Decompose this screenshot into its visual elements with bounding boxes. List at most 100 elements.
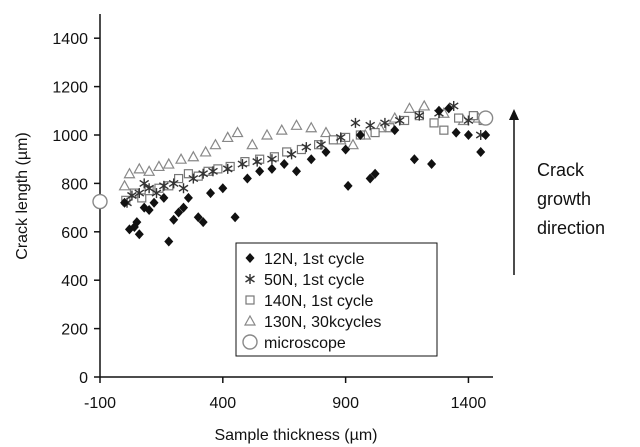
legend-box: [235, 242, 438, 357]
data-point-star: [168, 178, 179, 189]
data-point-star: [335, 132, 346, 143]
y-tick-label: 1000: [52, 128, 88, 145]
data-point-diamond: [434, 105, 444, 116]
x-axis-title: Sample thickness (µm): [214, 427, 377, 444]
data-point-diamond: [149, 197, 159, 208]
data-point-diamond: [120, 197, 130, 208]
data-point-square: [193, 171, 203, 181]
growth-arrow-icon: [509, 109, 519, 120]
data-point-diamond: [193, 212, 203, 223]
x-tick-label: 400: [209, 395, 236, 412]
data-point-triangle: [246, 138, 259, 150]
data-point-star: [267, 154, 277, 165]
data-point-triangle: [319, 126, 332, 138]
data-point-diamond: [355, 130, 365, 140]
data-point-triangle: [290, 119, 303, 130]
legend-marker-diamond: [245, 253, 255, 263]
data-point-circle: [477, 110, 494, 126]
y-ticks: 0 200 400 600 800 1000 1200 1400: [52, 31, 100, 387]
legend-label: 130N, 30kcycles: [264, 314, 381, 331]
data-point-triangle: [305, 121, 318, 133]
data-point-diamond: [306, 154, 316, 165]
data-point-diamond: [267, 163, 277, 174]
data-point-star: [380, 117, 390, 128]
data-point-star: [188, 173, 199, 184]
data-point-triangle: [221, 131, 234, 143]
data-point-triangle: [275, 123, 288, 135]
data-point-diamond: [444, 103, 454, 114]
data-point-star: [127, 190, 137, 201]
data-point-diamond: [279, 159, 289, 170]
legend-marker-star: [245, 274, 255, 284]
legend-label: microscope: [264, 335, 346, 352]
data-point-star: [158, 180, 169, 191]
data-point-diamond: [159, 192, 169, 203]
data-point-diamond: [206, 188, 216, 199]
y-tick-label: 1200: [52, 80, 88, 97]
legend: 12N, 1st cycle 50N, 1st cycle 140N, 1st cy…: [235, 242, 438, 357]
data-point-star: [394, 115, 405, 126]
data-point-star: [252, 156, 263, 167]
data-point-triangle: [133, 162, 146, 174]
legend-label: 12N, 1st cycle: [264, 251, 365, 268]
legend-marker-circle: [242, 334, 258, 350]
data-point-square: [164, 181, 174, 191]
legend-label: 140N, 1st cycle: [264, 293, 373, 310]
data-point-star: [151, 188, 162, 199]
data-point-diamond: [183, 192, 193, 203]
data-point-star: [365, 120, 376, 131]
data-point-diamond: [218, 183, 228, 194]
data-point-star: [237, 159, 248, 170]
y-axis-title: Crack length (µm): [14, 132, 31, 259]
x-tick-label: 900: [332, 395, 359, 412]
annotation-line-1: Crack: [537, 160, 585, 180]
y-tick-label: 800: [61, 176, 88, 193]
data-point-square: [183, 169, 194, 179]
data-point-diamond: [164, 236, 174, 247]
data-point-diamond: [370, 168, 380, 179]
data-point-diamond: [409, 154, 419, 165]
y-tick-label: 400: [61, 273, 88, 290]
data-point-square: [429, 118, 439, 128]
data-point-square: [213, 164, 223, 174]
y-tick-label: 1400: [52, 31, 88, 48]
annotation-line-2: growth: [537, 189, 591, 209]
data-point-square: [296, 144, 307, 155]
data-point-triangle: [209, 138, 222, 150]
data-point-square: [203, 166, 213, 176]
data-point-diamond: [463, 130, 473, 140]
data-point-triangle: [403, 102, 416, 113]
data-point-triangle: [231, 126, 244, 138]
data-point-triangle: [123, 167, 136, 179]
data-point-diamond: [321, 146, 331, 157]
data-point-diamond: [255, 166, 265, 177]
data-point-square: [468, 111, 478, 121]
x-tick-label: -100: [84, 395, 116, 412]
data-point-star: [463, 115, 474, 126]
data-point-diamond: [390, 125, 400, 136]
data-point-diamond: [242, 173, 252, 184]
data-point-diamond: [451, 127, 461, 138]
data-point-triangle: [152, 160, 165, 172]
data-point-triangle: [261, 128, 274, 140]
data-point-diamond: [169, 214, 179, 225]
x-tick-label: 1400: [451, 395, 487, 412]
legend-label: 50N, 1st cycle: [264, 272, 365, 289]
data-point-triangle: [418, 99, 431, 111]
data-point-triangle: [118, 179, 131, 191]
data-point-star: [316, 139, 326, 150]
data-point-triangle: [143, 165, 156, 176]
data-point-star: [301, 142, 312, 153]
data-point-star: [414, 110, 425, 121]
data-point-star: [134, 188, 145, 199]
data-point-star: [222, 163, 233, 174]
data-point-triangle: [162, 157, 175, 169]
data-point-star: [286, 149, 297, 160]
data-point-square: [454, 113, 464, 123]
data-point-diamond: [476, 146, 486, 157]
data-point-triangle: [388, 111, 401, 123]
crack-growth-annotation: Crack growth direction: [509, 109, 605, 275]
data-point-star: [178, 183, 189, 194]
y-tick-label: 600: [61, 225, 88, 242]
